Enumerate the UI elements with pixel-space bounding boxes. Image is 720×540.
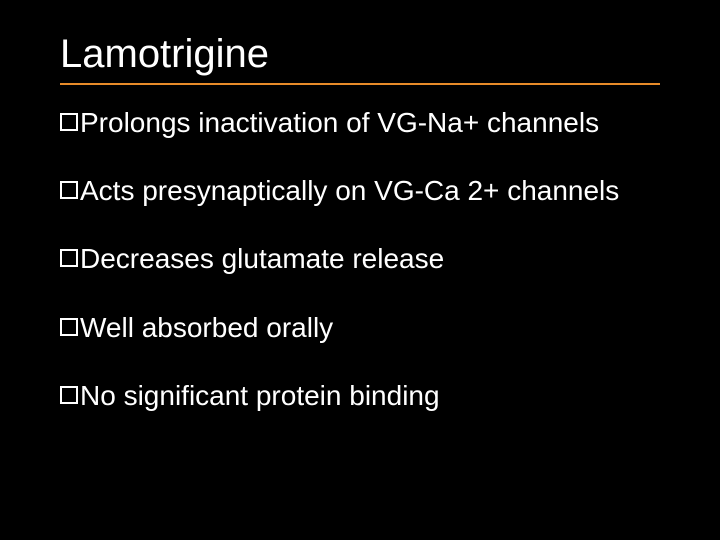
slide-title: Lamotrigine (60, 32, 660, 85)
bullet-text: No significant protein binding (80, 380, 440, 412)
square-bullet-icon (60, 249, 78, 267)
list-item: Well absorbed orally (60, 312, 660, 344)
bullet-list: Prolongs inactivation of VG-Na+ channels… (60, 107, 660, 412)
list-item: No significant protein binding (60, 380, 660, 412)
list-item: Decreases glutamate release (60, 243, 660, 275)
square-bullet-icon (60, 113, 78, 131)
bullet-text: Decreases glutamate release (80, 243, 444, 275)
bullet-text: Acts presynaptically on VG-Ca 2+ channel… (80, 175, 619, 207)
bullet-text: Prolongs inactivation of VG-Na+ channels (80, 107, 599, 139)
list-item: Acts presynaptically on VG-Ca 2+ channel… (60, 175, 660, 207)
square-bullet-icon (60, 181, 78, 199)
slide: Lamotrigine Prolongs inactivation of VG-… (0, 0, 720, 540)
square-bullet-icon (60, 318, 78, 336)
square-bullet-icon (60, 386, 78, 404)
bullet-text: Well absorbed orally (80, 312, 333, 344)
list-item: Prolongs inactivation of VG-Na+ channels (60, 107, 660, 139)
